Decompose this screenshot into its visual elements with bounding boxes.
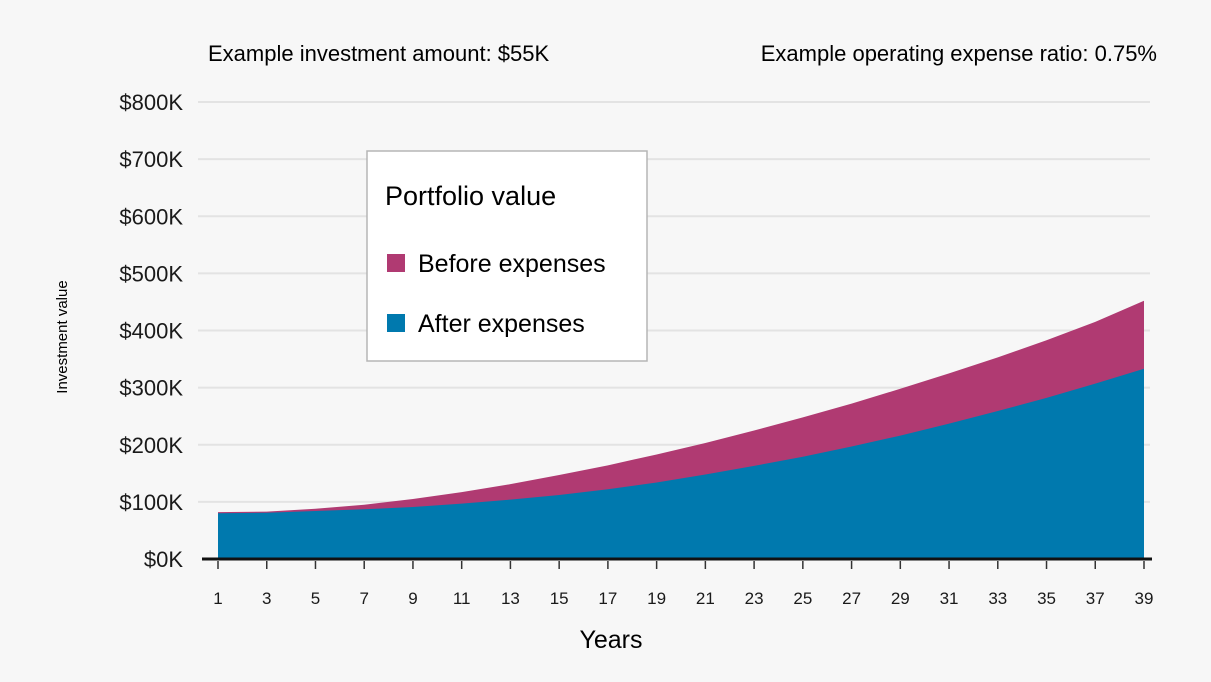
x-tick-label: 3 (262, 589, 271, 608)
legend-label-before-expenses: Before expenses (418, 250, 606, 278)
legend-swatch-after-expenses (387, 314, 405, 332)
y-tick-label: $600K (119, 204, 183, 229)
x-tick-label: 5 (311, 589, 320, 608)
y-tick-label: $100K (119, 490, 183, 515)
expense-ratio-label: Example operating expense ratio: 0.75% (761, 41, 1157, 66)
x-tick-label: 21 (696, 589, 715, 608)
x-tick-label: 7 (359, 589, 368, 608)
x-axis-ticks: 1 3 5 7 9 11 13 15 17 19 21 23 25 27 29 31 33 35 37 39 (213, 561, 1153, 608)
y-tick-label: $200K (119, 433, 183, 458)
x-tick-label: 23 (745, 589, 764, 608)
x-tick-label: 1 (213, 589, 222, 608)
x-tick-label: 27 (842, 589, 861, 608)
x-tick-label: 15 (550, 589, 569, 608)
investment-amount-label: Example investment amount: $55K (208, 41, 550, 66)
x-tick-label: 37 (1086, 589, 1105, 608)
y-tick-label: $400K (119, 319, 183, 344)
legend-box (366, 150, 648, 362)
y-tick-label: $500K (119, 261, 183, 286)
y-axis-label: Investment value (54, 280, 71, 393)
y-tick-label: $800K (119, 90, 183, 115)
x-tick-label: 11 (453, 589, 471, 608)
x-tick-label: 33 (988, 589, 1007, 608)
legend-title: Portfolio value (385, 181, 556, 211)
legend-label-after-expenses: After expenses (418, 310, 585, 338)
x-tick-label: 35 (1037, 589, 1056, 608)
x-tick-label: 29 (891, 589, 910, 608)
x-tick-label: 9 (408, 589, 417, 608)
y-tick-label: $0K (144, 547, 183, 572)
x-tick-label: 17 (598, 589, 617, 608)
x-axis-label: Years (579, 626, 642, 654)
y-tick-label: $300K (119, 376, 183, 401)
legend: Portfolio value Before expenses After ex… (366, 150, 648, 362)
y-tick-label: $700K (119, 147, 183, 172)
grid-lines (198, 101, 1150, 503)
legend-swatch-before-expenses (387, 254, 405, 272)
x-tick-label: 25 (793, 589, 812, 608)
area-after-expenses (218, 368, 1144, 559)
x-tick-label: 39 (1135, 589, 1154, 608)
x-tick-label: 13 (501, 589, 520, 608)
y-axis-ticks: $0K $100K $200K $300K $400K $500K $600K $700K $8… (119, 90, 183, 572)
x-tick-label: 19 (647, 589, 666, 608)
chart-areas (218, 300, 1144, 559)
x-tick-label: 31 (940, 589, 959, 608)
